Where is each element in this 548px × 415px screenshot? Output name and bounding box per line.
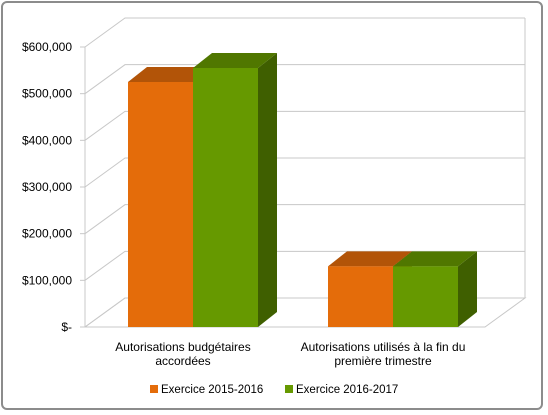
bar (193, 53, 277, 327)
x-axis-categories: Autorisations budgétaires accordées Autori… (115, 340, 465, 368)
legend-swatch (285, 385, 293, 393)
x-category-label: Autorisations budgétaires accordées (115, 340, 250, 368)
legend-item: Exercice 2015-2016 (150, 384, 263, 396)
legend: Exercice 2015-2016 Exercice 2016-2017 (150, 384, 398, 396)
bar-top-face (128, 67, 212, 82)
bar-top-face (193, 53, 277, 68)
legend-label: Exercice 2016-2017 (296, 384, 398, 396)
y-tick-label: $100,000 (22, 273, 72, 287)
y-tick-label: $500,000 (22, 87, 72, 101)
legend-label: Exercice 2015-2016 (161, 384, 263, 396)
bar-side-face (258, 53, 277, 327)
bar-front-face (193, 68, 258, 327)
gridline (84, 17, 525, 48)
y-tick-label: $- (61, 320, 72, 334)
x-category-label: Autorisations utilisés à la fin du premiè… (301, 340, 466, 368)
bar-side-face (458, 251, 477, 327)
gridlines (84, 17, 525, 328)
bars (128, 53, 477, 327)
gridline (84, 204, 525, 235)
y-tick-label: $400,000 (22, 133, 72, 147)
y-tick-label: $600,000 (22, 40, 72, 54)
legend-swatch (150, 385, 158, 393)
y-tick-label: $300,000 (22, 180, 72, 194)
bar-top-face (328, 251, 412, 267)
bar-front-face (128, 82, 193, 327)
bar-front-face (328, 266, 393, 327)
gridline (84, 64, 525, 95)
legend-item: Exercice 2016-2017 (285, 384, 398, 396)
bar (393, 251, 477, 327)
gridline (84, 110, 525, 141)
y-axis-ticks: $- $100,000 $200,000 $300,000 $400,000 $500,0… (22, 40, 85, 334)
gridline (84, 157, 525, 188)
bar-front-face (393, 266, 458, 327)
y-tick-label: $200,000 (22, 227, 72, 241)
bar-top-face (393, 251, 477, 267)
